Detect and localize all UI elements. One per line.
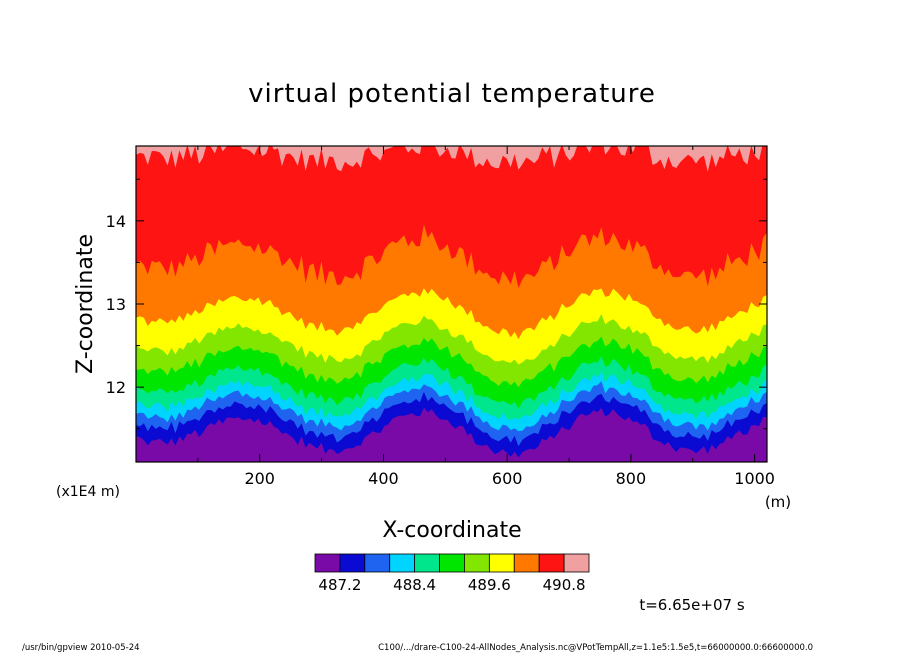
- y-tick-label: 14: [106, 212, 126, 231]
- time-label: t=6.65e+07 s: [639, 596, 745, 614]
- chart-title: virtual potential temperature: [248, 79, 656, 109]
- colorbar: 487.2 488.4 489.6 490.8: [314, 553, 590, 594]
- plot-area: [136, 146, 767, 462]
- y-scale-note: (x1E4 m): [56, 484, 120, 500]
- y-axis-label: Z-coordinate: [73, 234, 98, 374]
- colorbar-swatch: [339, 553, 366, 573]
- x-tick-label: 200: [244, 469, 275, 488]
- colorbar-swatch: [414, 553, 440, 573]
- x-tick-label: 400: [368, 469, 399, 488]
- colorbar-swatch: [488, 553, 515, 573]
- x-axis: 200 400 600 800 1000: [197, 146, 775, 488]
- colorbar-swatch: [439, 553, 465, 573]
- colorbar-swatch: [513, 553, 540, 573]
- x-tick-label: 600: [492, 469, 523, 488]
- y-tick-label: 12: [106, 378, 126, 397]
- footer-right: C100/.../drare-C100-24-AllNodes_Analysis…: [378, 643, 813, 653]
- colorbar-swatch: [464, 553, 490, 573]
- colorbar-tick-label: 487.2: [318, 576, 361, 594]
- contour-band-9: [136, 146, 767, 288]
- y-axis: 12 13 14: [106, 178, 767, 430]
- colorbar-swatch: [314, 553, 341, 573]
- colorbar-tick-label: 489.6: [468, 576, 511, 594]
- contour-band-10: [136, 146, 763, 172]
- colorbar-swatch: [538, 553, 565, 573]
- x-axis-label: X-coordinate: [382, 518, 521, 543]
- colorbar-swatch: [563, 553, 590, 573]
- footer-left: /usr/bin/gpview 2010-05-24: [22, 643, 140, 653]
- x-tick-label: 800: [616, 469, 647, 488]
- y-tick-label: 13: [106, 295, 126, 314]
- colorbar-swatch: [364, 553, 391, 573]
- colorbar-tick-label: 490.8: [543, 576, 586, 594]
- colorbar-swatch: [389, 553, 416, 573]
- x-unit-label: (m): [765, 493, 791, 511]
- colorbar-tick-label: 488.4: [393, 576, 436, 594]
- x-tick-label: 1000: [734, 469, 775, 488]
